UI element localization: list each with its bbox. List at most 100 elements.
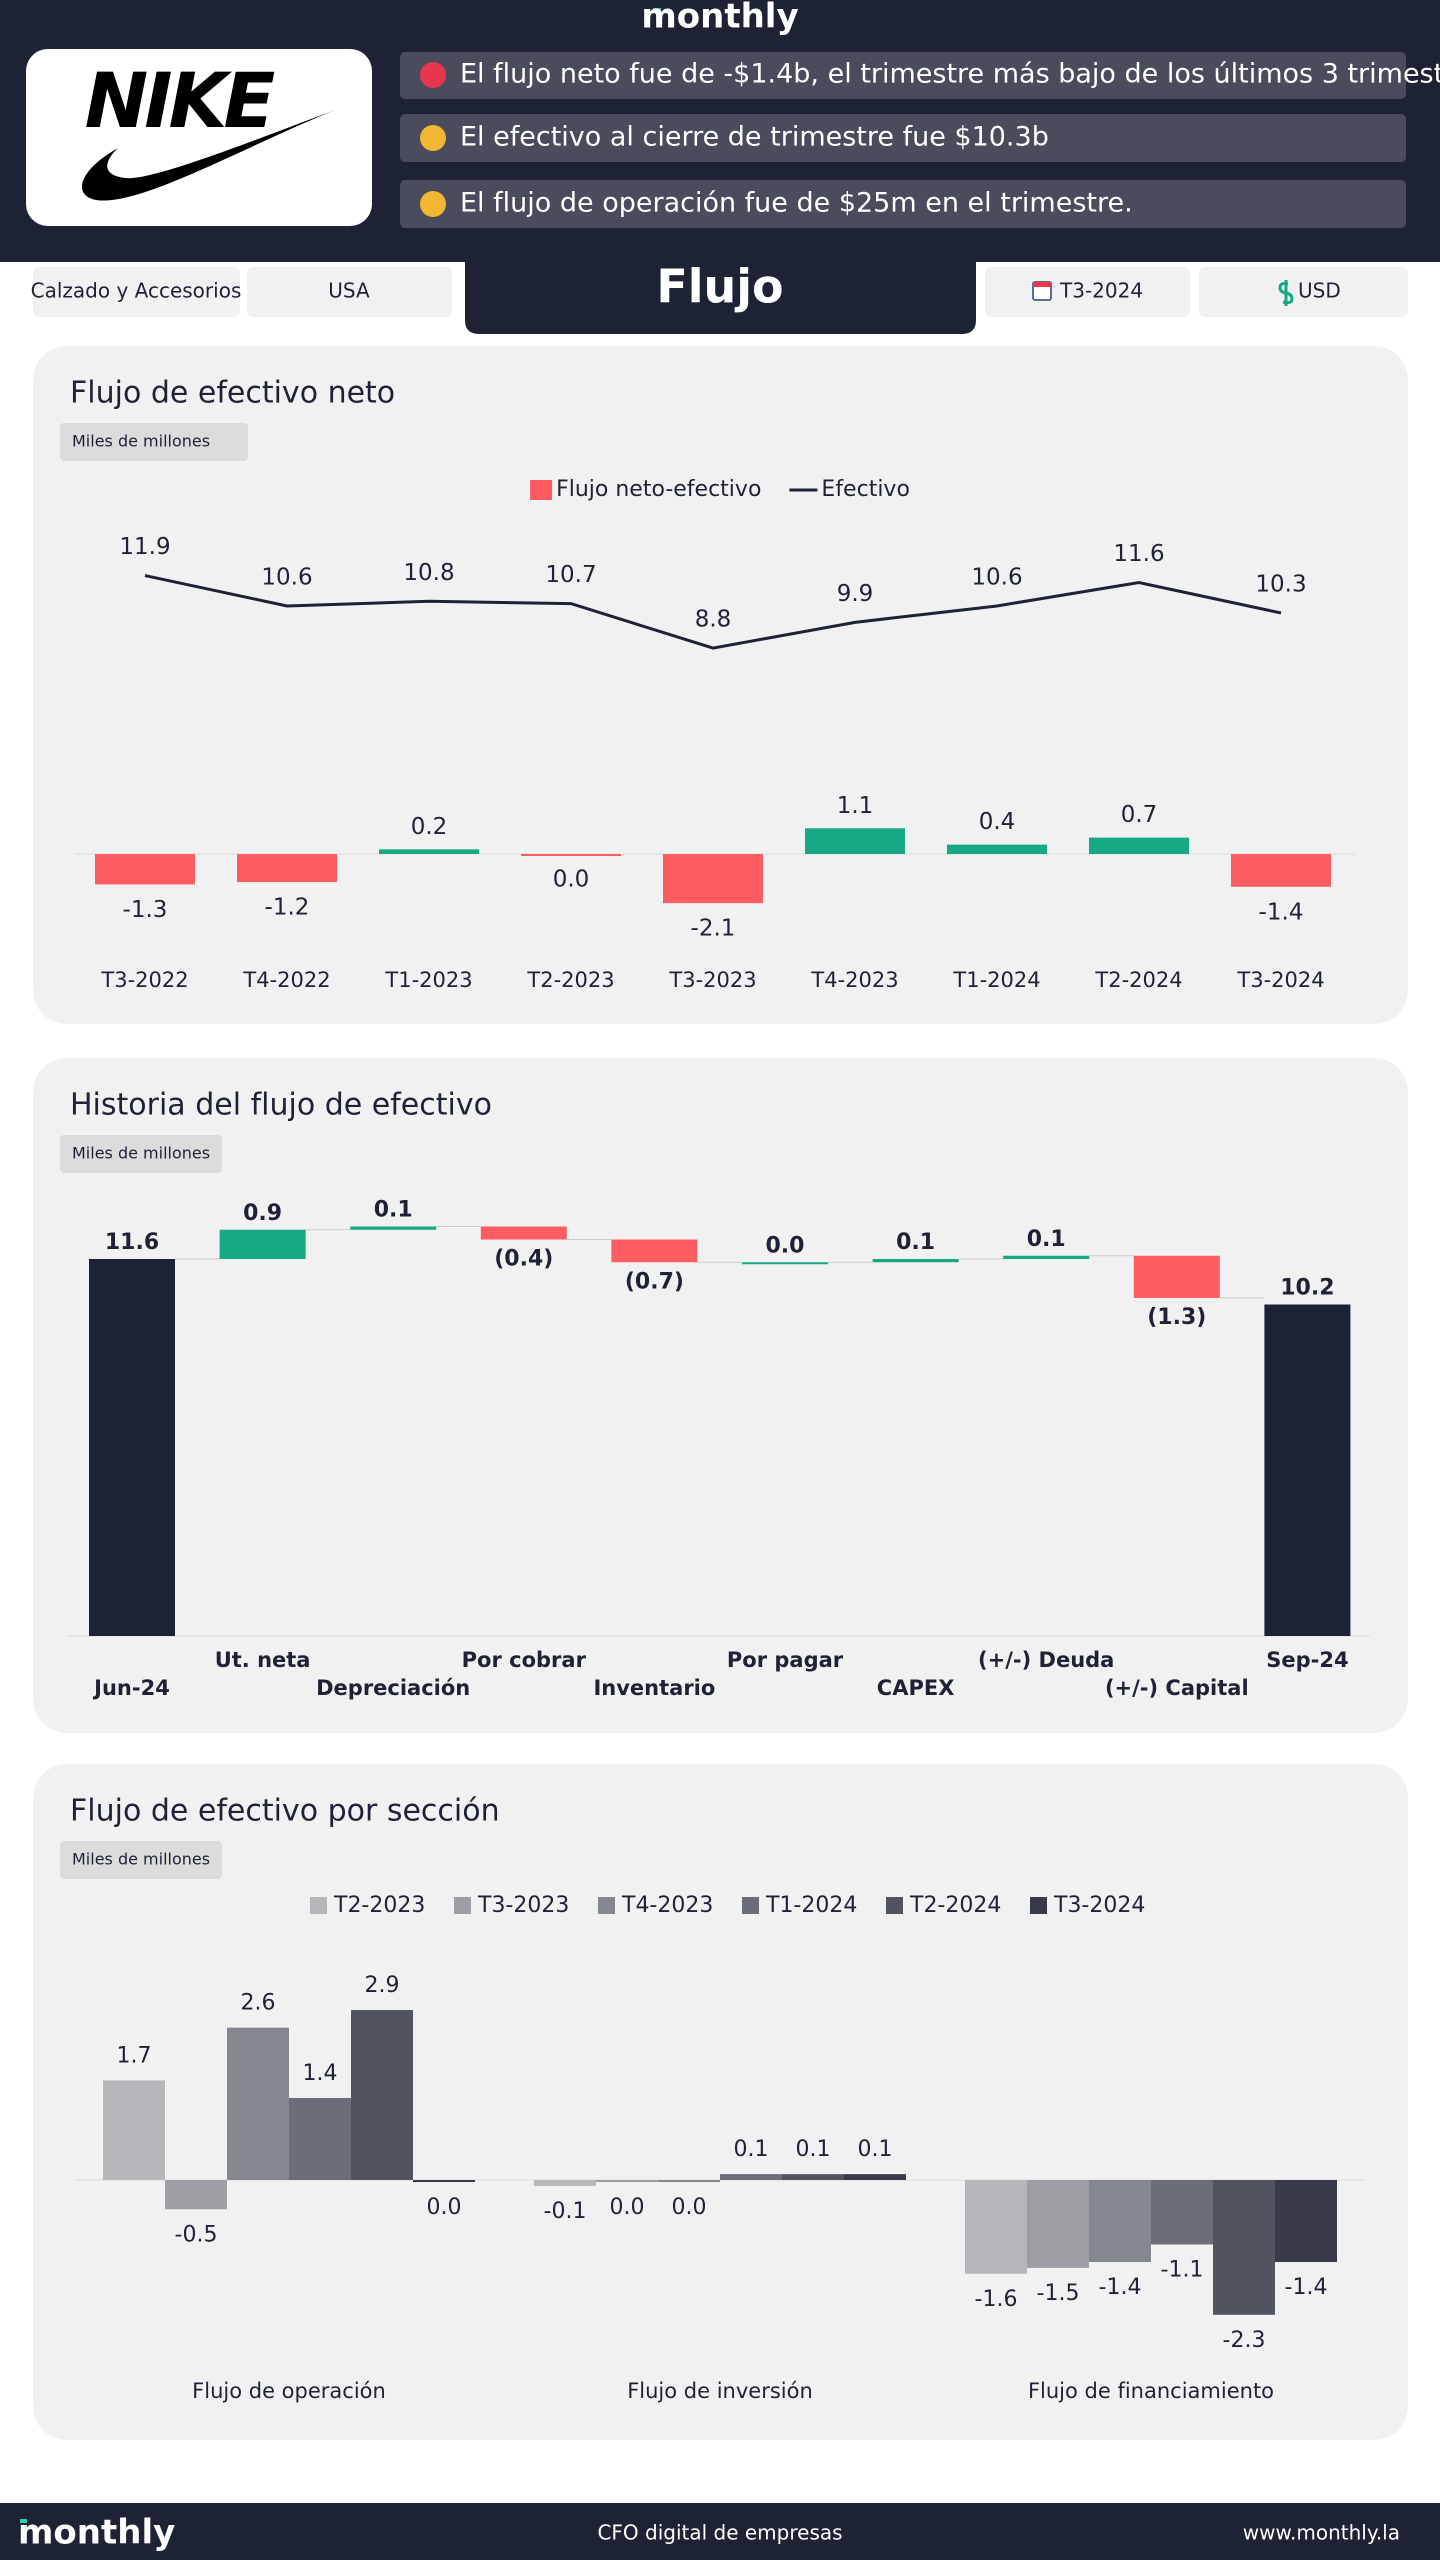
filter-button[interactable] <box>247 267 452 317</box>
legend-swatch <box>886 1897 903 1914</box>
legend-label: T4-2023 <box>621 1893 713 1918</box>
data-label: 11.9 <box>119 534 170 560</box>
chart-title: Flujo de efectivo neto <box>70 376 395 411</box>
bar <box>611 1239 698 1263</box>
data-label: 2.9 <box>365 1973 400 1998</box>
data-label: 0.4 <box>979 809 1016 835</box>
data-label: 8.8 <box>695 607 732 633</box>
bar <box>237 854 337 883</box>
legend-label: T3-2023 <box>477 1893 569 1918</box>
x-tick-label: Ut. neta <box>215 1648 311 1672</box>
x-tick-label: T1-2023 <box>384 968 472 992</box>
bar <box>658 2180 720 2182</box>
data-label: 0.1 <box>896 1230 935 1255</box>
x-tick-label: Por cobrar <box>462 1648 587 1672</box>
data-label: 11.6 <box>1113 541 1164 567</box>
bar <box>844 2174 906 2180</box>
data-label: -1.1 <box>1161 2257 1204 2282</box>
x-tick-label: T1-2024 <box>952 968 1040 992</box>
bar <box>1264 1304 1351 1636</box>
insight-text: El efectivo al cierre de trimestre fue $… <box>460 122 1049 153</box>
data-label: -0.5 <box>175 2222 218 2247</box>
data-label: 2.6 <box>241 1991 276 2016</box>
data-label: 0.0 <box>427 2195 462 2220</box>
x-tick-label: Flujo de inversión <box>627 2379 813 2403</box>
data-label: -1.5 <box>1037 2281 1080 2306</box>
x-tick-label: (+/-) Capital <box>1105 1676 1249 1700</box>
page-title: Flujo <box>656 260 783 314</box>
data-label: (1.3) <box>1147 1305 1206 1330</box>
x-tick-label: Depreciación <box>316 1676 470 1700</box>
x-tick-label: T3-2023 <box>668 968 756 992</box>
legend-swatch <box>742 1897 759 1914</box>
bar <box>1231 854 1331 887</box>
brand: monthly <box>641 0 798 37</box>
x-tick-label: Inventario <box>593 1676 715 1700</box>
footer-brand: monthly <box>18 2513 175 2553</box>
filter-label: Calzado y Accesorios <box>31 279 242 303</box>
data-label: 10.2 <box>1280 1276 1334 1301</box>
data-label: (0.7) <box>625 1269 684 1294</box>
card <box>33 1058 1408 1733</box>
unit-badge <box>60 1841 223 1879</box>
bar <box>219 1229 306 1259</box>
legend: T2-2023 T3-2023 T4-2023 T1-2024 T2-2024 T3-20… <box>310 1893 1145 1918</box>
filter-label: USA <box>328 279 370 303</box>
bar <box>480 1226 567 1240</box>
data-label: 10.8 <box>403 560 454 586</box>
bar <box>872 1259 959 1263</box>
legend-swatch <box>598 1897 615 1914</box>
data-label: -1.4 <box>1259 899 1304 925</box>
unit-label: Miles de millones <box>72 1850 210 1869</box>
insight-text: El flujo de operación fue de $25m en el … <box>460 188 1133 219</box>
bar <box>720 2174 782 2180</box>
data-label: 0.1 <box>858 2137 893 2162</box>
data-label: -1.4 <box>1099 2275 1142 2300</box>
insight-dot <box>420 191 446 217</box>
bar <box>1027 2180 1089 2268</box>
legend-label: Efectivo <box>821 477 910 502</box>
data-label: 11.6 <box>105 1230 159 1255</box>
filter-button[interactable] <box>1199 267 1408 317</box>
x-tick-label: Jun-24 <box>92 1676 170 1700</box>
insight-text: El flujo neto fue de -$1.4b, el trimestr… <box>460 59 1440 90</box>
data-label: 0.1 <box>796 2137 831 2162</box>
chart-title: Historia del flujo de efectivo <box>70 1088 492 1123</box>
logo-swoosh <box>81 110 335 201</box>
insight-dot <box>420 125 446 151</box>
legend: Flujo neto-efectivo Efectivo <box>530 477 910 502</box>
x-tick-label: T3-2022 <box>100 968 188 992</box>
bar <box>1089 837 1189 854</box>
data-label: -1.4 <box>1285 2275 1328 2300</box>
footer-url: www.monthly.la <box>1243 2521 1400 2545</box>
data-label: 1.7 <box>117 2043 152 2068</box>
data-label: 0.1 <box>374 1198 413 1223</box>
unit-badge <box>60 1135 223 1173</box>
filter-button[interactable] <box>985 267 1190 317</box>
bar <box>95 854 195 885</box>
data-label: 10.7 <box>545 562 596 588</box>
bar <box>596 2180 658 2182</box>
bar <box>351 2010 413 2180</box>
data-label: 0.0 <box>553 867 590 893</box>
data-label: -1.2 <box>265 895 310 921</box>
data-label: (0.4) <box>494 1247 553 1272</box>
x-tick-label: Sep-24 <box>1266 1648 1348 1672</box>
filter-button[interactable] <box>33 267 240 317</box>
insight-box <box>400 180 1406 228</box>
data-label: -1.3 <box>123 897 168 923</box>
line <box>144 574 1282 650</box>
x-tick-label: CAPEX <box>877 1676 955 1700</box>
card <box>33 1764 1408 2440</box>
bar <box>534 2180 596 2186</box>
insight-box <box>400 114 1406 162</box>
data-label: 0.0 <box>672 2195 707 2220</box>
filter-label: T3-2024 <box>1059 279 1143 303</box>
x-tick-label: Por pagar <box>727 1648 844 1672</box>
x-tick-label: T2-2024 <box>1094 968 1182 992</box>
x-tick-label: (+/-) Deuda <box>978 1648 1114 1672</box>
bar <box>1003 1255 1090 1259</box>
x-tick-label: Flujo de financiamiento <box>1028 2379 1274 2403</box>
legend-label: Flujo neto-efectivo <box>556 477 761 502</box>
